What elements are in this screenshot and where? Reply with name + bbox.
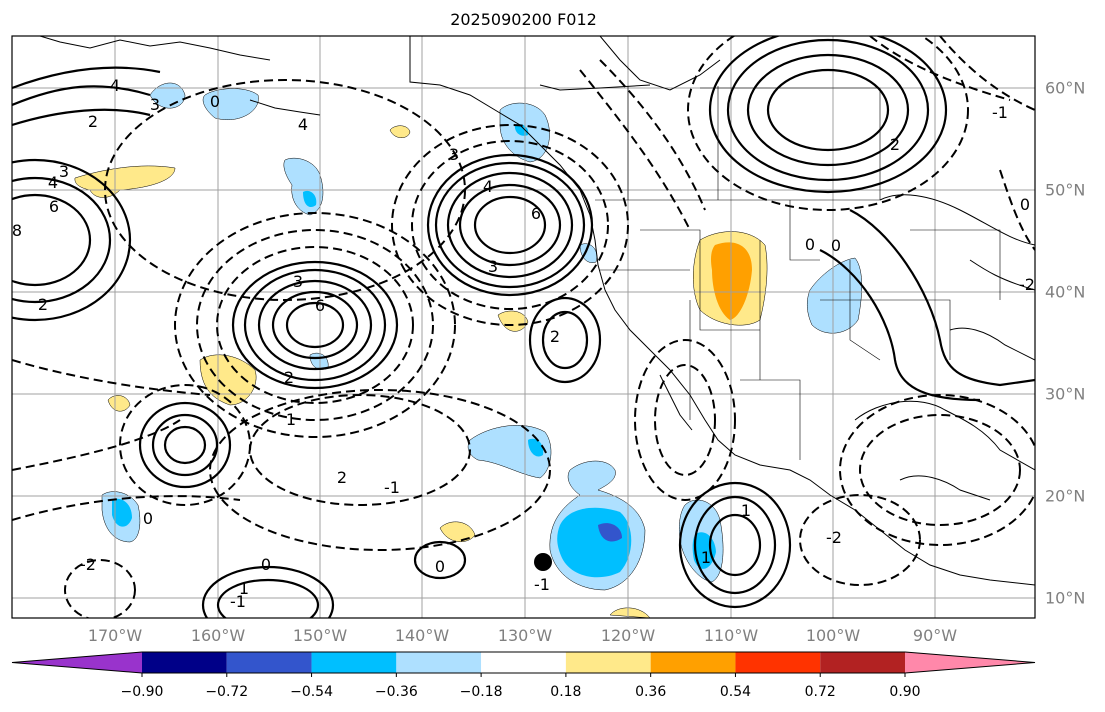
longitude-label: 150°W — [292, 626, 348, 645]
latitude-label: 40°N — [1045, 282, 1086, 302]
contour-label: 1 — [701, 548, 711, 567]
contour-label: 3 — [59, 162, 69, 181]
contour-label: 0 — [210, 92, 220, 111]
colorbar-tick-label: −0.90 — [120, 684, 164, 700]
latitude-label: 10°N — [1045, 588, 1086, 608]
contour-label: 1 — [239, 579, 249, 598]
latitude-label: 20°N — [1045, 486, 1086, 506]
contour-label: -1 — [384, 478, 400, 497]
contour-label: 0 — [831, 236, 841, 255]
contour-label: 3 — [150, 95, 160, 114]
contour-label: 2 — [284, 368, 294, 387]
colorbar-tick-label: −0.36 — [374, 684, 418, 700]
contour-label: 3 — [293, 272, 303, 291]
contour-label: 2 — [890, 135, 900, 154]
contour-label: -2 — [80, 555, 96, 574]
colorbar-tick-label: −0.72 — [205, 684, 249, 700]
contour-label: 2 — [38, 295, 48, 314]
contour-label: 4 — [110, 76, 120, 95]
contour-label: 2 — [337, 468, 347, 487]
contour-label: 6 — [49, 197, 59, 216]
contour-label: 0 — [1020, 195, 1030, 214]
contour-label: 2 — [88, 112, 98, 131]
longitude-label: 130°W — [497, 626, 553, 645]
colorbar-tick-label: −0.18 — [459, 684, 503, 700]
colorbar-tick-label: −0.54 — [290, 684, 333, 700]
contour-label: -2 — [826, 528, 842, 547]
contour-label: 0 — [435, 557, 445, 576]
latitude-label: 30°N — [1045, 384, 1086, 404]
contour-label: -1 — [534, 575, 550, 594]
longitude-label: 170°W — [87, 626, 143, 645]
contour-label: 0 — [143, 509, 153, 528]
contour-label: 0 — [261, 555, 271, 574]
contour-label: 8 — [12, 221, 22, 240]
dashed-contours — [12, 36, 1035, 618]
longitude-label: 90°W — [912, 626, 958, 645]
longitude-label: 160°W — [190, 626, 246, 645]
contour-label: -1 — [992, 103, 1008, 122]
colorbar-tick-label: 0.72 — [804, 684, 836, 700]
colorbar-tick-label: 0.18 — [550, 684, 582, 700]
map-title: 2025090200 F012 — [450, 10, 597, 29]
latitude-label: 50°N — [1045, 180, 1086, 200]
contour-label: 6 — [315, 296, 325, 315]
contour-label: -2 — [1019, 275, 1035, 294]
longitude-label: 120°W — [600, 626, 656, 645]
latitude-label: 60°N — [1045, 78, 1086, 98]
longitude-label: 140°W — [394, 626, 450, 645]
longitude-label: 110°W — [703, 626, 759, 645]
contour-label: 6 — [531, 204, 541, 223]
contour-label: 4 — [483, 177, 493, 196]
contour-label: 2 — [550, 327, 560, 346]
contour-label: 0 — [805, 235, 815, 254]
storm-marker — [534, 553, 552, 571]
map-frame — [11, 35, 1036, 619]
colorbar-tick-label: 0.90 — [889, 684, 921, 700]
contour-label: 4 — [48, 173, 58, 192]
colorbar-tick-label: 0.36 — [635, 684, 667, 700]
contour-label: 4 — [298, 115, 308, 134]
colorbar-tick-label: 0.54 — [719, 684, 752, 700]
longitude-label: 100°W — [805, 626, 861, 645]
contour-label: 1 — [286, 410, 296, 429]
solid-contours — [12, 36, 1035, 618]
coastlines — [39, 36, 1035, 586]
contour-label: 3 — [488, 257, 498, 276]
contour-label: 3 — [449, 145, 459, 164]
contour-label: 1 — [741, 501, 751, 520]
contour-label: -1 — [230, 592, 246, 611]
political-borders — [595, 86, 1001, 460]
